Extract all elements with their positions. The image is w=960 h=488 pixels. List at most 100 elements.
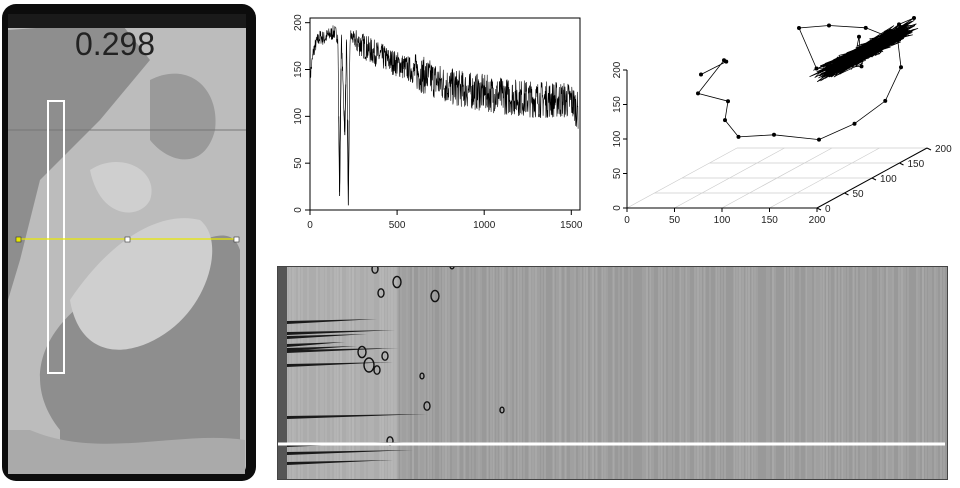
data-point bbox=[912, 15, 916, 20]
data-point bbox=[852, 121, 857, 126]
contour-blob bbox=[499, 406, 505, 414]
data-point bbox=[859, 64, 864, 69]
profile-line-handle-start[interactable] bbox=[15, 236, 22, 243]
data-point bbox=[856, 52, 861, 57]
contour-blob bbox=[381, 351, 389, 361]
specimen-image-panel: 0.298 bbox=[0, 0, 258, 483]
y-tick-mark bbox=[816, 207, 822, 211]
data-point bbox=[895, 38, 900, 43]
z-tick-label: 50 bbox=[612, 168, 623, 180]
kymograph-svg bbox=[276, 262, 948, 480]
dense-cluster bbox=[809, 20, 919, 83]
specimen-dark-region bbox=[8, 22, 150, 300]
y-tick-mark bbox=[844, 192, 849, 196]
data-point bbox=[699, 72, 703, 77]
profile-line-handle-end[interactable] bbox=[233, 236, 240, 243]
data-point bbox=[884, 30, 888, 35]
x-tick-label: 100 bbox=[714, 215, 731, 226]
contour-spike bbox=[287, 460, 393, 465]
y-tick-label: 100 bbox=[293, 108, 304, 125]
data-point bbox=[696, 91, 700, 96]
contour-spike bbox=[287, 346, 357, 351]
x-tick-label: 0 bbox=[307, 220, 313, 231]
specimen-bottom-region bbox=[8, 430, 245, 474]
data-point bbox=[869, 40, 873, 45]
specimen-dark-region bbox=[150, 73, 216, 160]
data-point bbox=[883, 98, 888, 103]
contour-blob bbox=[363, 357, 375, 373]
y-tick-label: 50 bbox=[853, 189, 865, 200]
data-point bbox=[736, 134, 741, 139]
specimen-label: 0.298 bbox=[75, 26, 155, 62]
contour-spike bbox=[287, 414, 427, 419]
contour-spike bbox=[287, 362, 393, 367]
scatter3d-chart: 0 50 100 150 200 0 50 100 150 200 0 50 100 150 200 bbox=[600, 0, 960, 243]
x-tick-label: 150 bbox=[761, 215, 778, 226]
contour-spike bbox=[287, 450, 413, 455]
data-point bbox=[897, 22, 901, 27]
data-point bbox=[814, 66, 819, 71]
specimen-image: 0.298 bbox=[2, 4, 256, 481]
contour-blob bbox=[430, 289, 440, 303]
data-point bbox=[722, 58, 726, 63]
x-tick-label: 0 bbox=[624, 215, 630, 226]
y-tick-label: 200 bbox=[935, 144, 952, 155]
data-point bbox=[797, 26, 801, 30]
z-tick-label: 100 bbox=[612, 130, 623, 147]
y-tick-label: 200 bbox=[293, 14, 304, 31]
profile-line-handle-mid[interactable] bbox=[124, 236, 131, 243]
contour-blob bbox=[377, 288, 385, 298]
data-point bbox=[863, 25, 868, 30]
y-tick-mark bbox=[899, 162, 904, 166]
series-line bbox=[309, 25, 579, 193]
floor-grid-line bbox=[769, 147, 880, 209]
y-tick-mark bbox=[871, 177, 877, 181]
data-point bbox=[827, 23, 831, 28]
data-point bbox=[857, 34, 861, 39]
y-tick-mark bbox=[926, 147, 932, 151]
contour-spike bbox=[287, 330, 395, 335]
series-dip bbox=[338, 68, 342, 196]
y-tick-label: 50 bbox=[293, 157, 304, 169]
kymograph-left-edge bbox=[277, 266, 287, 480]
roi-rectangle[interactable] bbox=[47, 100, 65, 374]
data-point bbox=[772, 132, 776, 137]
intensity-line-chart: 0 50 100 150 200 0 500 1000 1500 bbox=[270, 8, 600, 243]
kymograph-image-panel bbox=[276, 262, 948, 480]
data-point bbox=[726, 99, 730, 104]
contour-blob bbox=[392, 275, 402, 289]
data-point bbox=[834, 60, 839, 65]
x-tick-label: 1500 bbox=[560, 220, 583, 231]
plot-frame bbox=[309, 17, 581, 211]
specimen-light-region bbox=[90, 161, 152, 213]
contour-spike bbox=[287, 348, 399, 353]
line-chart-svg: 0 50 100 150 200 0 500 1000 1500 bbox=[293, 14, 583, 231]
x-tick-label: 200 bbox=[809, 215, 826, 226]
y-tick-label: 150 bbox=[293, 61, 304, 78]
z-tick-label: 150 bbox=[612, 96, 623, 113]
contour-blob bbox=[423, 401, 431, 411]
data-point bbox=[853, 53, 858, 58]
series-dip bbox=[347, 119, 350, 206]
y-tick-label: 0 bbox=[293, 207, 304, 213]
contour-blob bbox=[419, 372, 425, 380]
contour-spike bbox=[287, 319, 377, 324]
z-tick-label: 0 bbox=[612, 205, 623, 211]
contour-spike bbox=[287, 342, 345, 347]
specimen-top-strip bbox=[8, 14, 246, 28]
data-point bbox=[844, 60, 849, 65]
y-tick-label: 0 bbox=[825, 204, 831, 215]
data-point bbox=[723, 118, 727, 123]
contour-blob bbox=[357, 345, 367, 359]
z-tick-label: 200 bbox=[612, 61, 623, 78]
data-point bbox=[886, 33, 891, 38]
x-tick-label: 1000 bbox=[473, 220, 496, 231]
data-point bbox=[899, 65, 903, 70]
data-point bbox=[876, 42, 881, 47]
y-tick-label: 150 bbox=[908, 159, 925, 170]
specimen-light-region bbox=[70, 218, 213, 350]
x-tick-label: 500 bbox=[389, 220, 406, 231]
data-point bbox=[817, 137, 821, 142]
kymograph-border bbox=[277, 266, 948, 480]
